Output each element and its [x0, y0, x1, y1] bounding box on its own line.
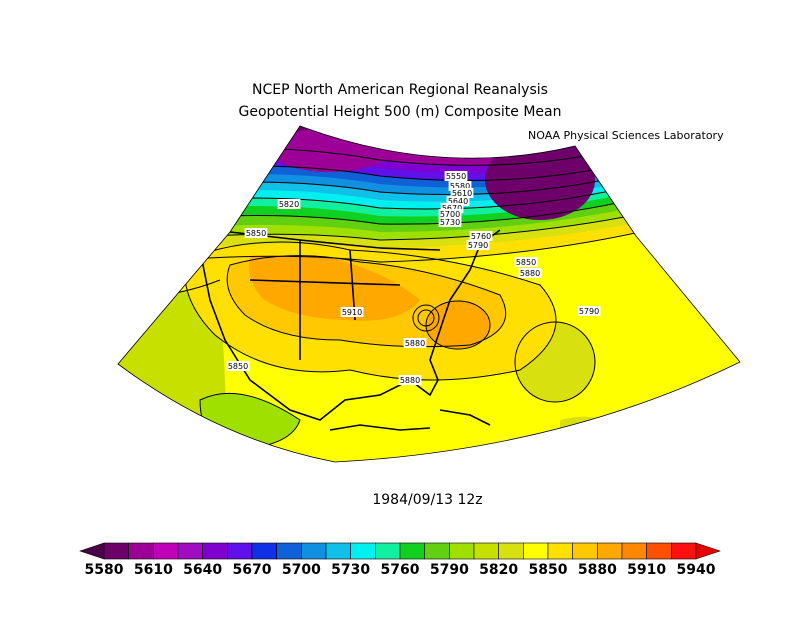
colorbar-box [671, 542, 697, 560]
noaa-credit: NOAA Physical Sciences Laboratory [528, 129, 724, 142]
contour-label: 5880 [400, 376, 420, 385]
colorbar-tick-label: 5730 [331, 562, 370, 578]
contour-label: 5850 [228, 362, 248, 371]
contour-label: 5700 [440, 210, 460, 219]
colorbar-box [621, 542, 647, 560]
colorbar-tick-label: 5700 [282, 562, 321, 578]
contour-label-bg [403, 338, 427, 348]
contour-label-bg [277, 199, 301, 209]
colorbar-tick-label: 5790 [430, 562, 469, 578]
colorbar-box [301, 542, 327, 560]
map-subtitle: Geopotential Height 500 (m) Composite Me… [238, 104, 562, 120]
colorbar-tick-label: 5670 [233, 562, 272, 578]
colorbar-box [153, 542, 179, 560]
colorbar-box [523, 542, 549, 560]
colorbar-box [547, 542, 573, 560]
colorbar-box [251, 542, 277, 560]
contour-label-bg [518, 268, 542, 278]
colorbar-box [449, 542, 475, 560]
map-title: NCEP North American Regional Reanalysis [252, 82, 548, 98]
contour-label-bg [440, 203, 464, 213]
contour-label: 5790 [468, 241, 488, 250]
date-label: 1984/09/13 12z [372, 492, 483, 508]
contour-label: 5850 [516, 258, 536, 267]
contour-label: 5640 [448, 197, 468, 206]
colorbar-box [325, 542, 351, 560]
colorbar-tick-label: 5880 [578, 562, 617, 578]
colorbar-box [572, 542, 598, 560]
contour-label-bg [438, 217, 462, 227]
contour-label-bg [469, 231, 493, 241]
colorbar-box [128, 542, 154, 560]
colorbar-tick-label: 5910 [627, 562, 666, 578]
colorbar-box [103, 542, 129, 560]
contour-label-bg [577, 306, 601, 316]
contour-label: 5850 [246, 229, 266, 238]
contour-label-bg [438, 209, 462, 219]
contour-labels: 5550558056105640567057005730576057905820… [226, 171, 601, 385]
colorbar-tick-labels: 5580 5610 5640 5670 5700 5730 5760 5790 5820 5850… [85, 562, 716, 578]
colorbar-box [350, 542, 376, 560]
colorbar-box [227, 542, 253, 560]
colorbar-tick-label: 5820 [479, 562, 518, 578]
colorbar-box [202, 542, 228, 560]
contour-label: 5760 [471, 232, 491, 241]
contour-label-bg [340, 307, 364, 317]
colorbar-tick-label: 5580 [85, 562, 124, 578]
colorbar-box [177, 542, 203, 560]
contour-label-bg [446, 196, 470, 206]
contour-label: 5670 [442, 204, 462, 213]
contour-label: 5580 [450, 182, 470, 191]
colorbar-boxes [79, 542, 721, 560]
contour-label: 5880 [405, 339, 425, 348]
colorbar-tick-label: 5850 [529, 562, 568, 578]
contour-label: 5730 [440, 218, 460, 227]
contour-label: 5610 [452, 189, 472, 198]
colorbar-right-arrow [695, 542, 721, 560]
colorbar-tick-label: 5610 [134, 562, 173, 578]
colorbar-box [399, 542, 425, 560]
contour-label-bg [244, 228, 268, 238]
colorbar-tick-label: 5940 [677, 562, 716, 578]
contour-label-bg [398, 375, 422, 385]
colorbar-box [498, 542, 524, 560]
colorbar-box [424, 542, 450, 560]
colorbar-box [473, 542, 499, 560]
colorbar-box [646, 542, 672, 560]
colorbar-box [276, 542, 302, 560]
contour-label-bg [466, 240, 490, 250]
contour-label-bg [444, 171, 468, 181]
colorbar-tick-label: 5760 [381, 562, 420, 578]
colorbar-box [597, 542, 623, 560]
contour-label: 5820 [279, 200, 299, 209]
contour-label: 5880 [520, 269, 540, 278]
contour-label-bg [450, 188, 474, 198]
colorbar-tick-label: 5640 [183, 562, 222, 578]
contour-label-bg [448, 181, 472, 191]
contour-label: 5910 [342, 308, 362, 317]
contour-label: 5790 [579, 307, 599, 316]
contour-label-bg [514, 257, 538, 267]
contour-label-bg [226, 361, 250, 371]
contour-label: 5550 [446, 172, 466, 181]
colorbar-left-arrow [79, 542, 105, 560]
colorbar-box [375, 542, 401, 560]
